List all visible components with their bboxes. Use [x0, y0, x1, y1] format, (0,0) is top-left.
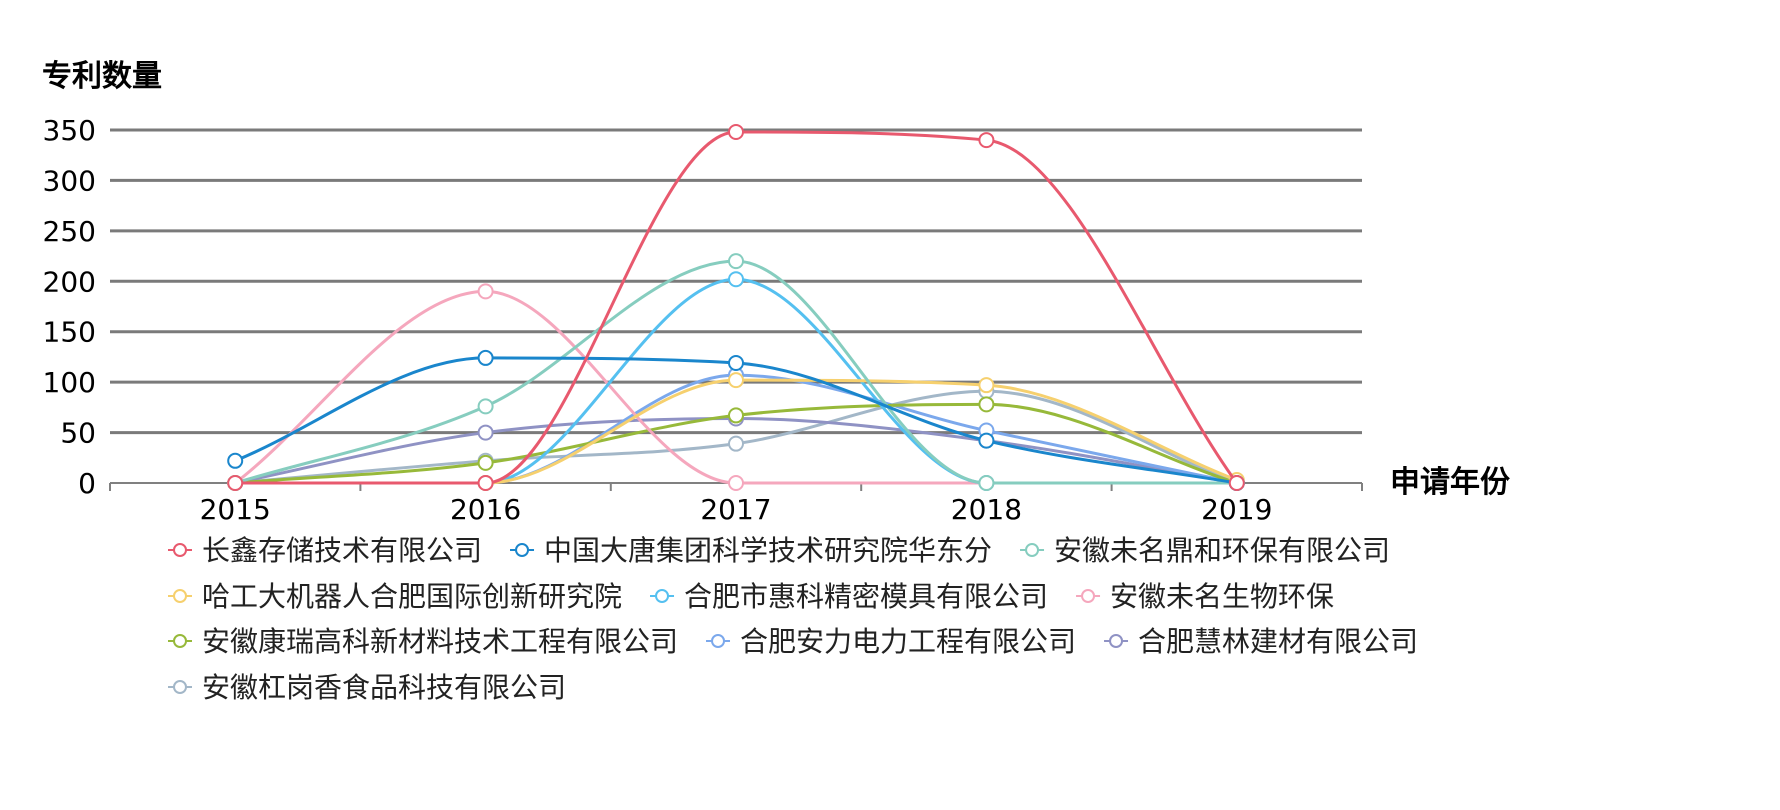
legend-marker	[1026, 544, 1038, 556]
legend-item: 安徽未名鼎和环保有限公司	[1020, 534, 1390, 567]
data-point	[729, 272, 743, 286]
data-point	[979, 397, 993, 411]
data-point	[729, 373, 743, 387]
legend-marker	[174, 544, 186, 556]
legend: 长鑫存储技术有限公司 中国大唐集团科学技术研究院华东分 安徽未名鼎和环保有限公司哈工…	[168, 534, 1418, 704]
legend-label: 安徽康瑞高科新材料技术工程有限公司	[202, 625, 678, 658]
legend-marker	[1082, 590, 1094, 602]
data-point	[228, 454, 242, 468]
legend-label: 合肥慧林建材有限公司	[1138, 625, 1418, 658]
y-tick-label: 50	[60, 417, 96, 450]
legend-label: 合肥安力电力工程有限公司	[740, 625, 1076, 658]
y-tick-label: 350	[43, 114, 96, 147]
data-point	[979, 476, 993, 490]
data-point	[479, 351, 493, 365]
legend-item: 中国大唐集团科学技术研究院华东分	[510, 534, 992, 567]
y-tick-labels: 0 50 100 150 200 250 300 350	[43, 114, 96, 500]
legend-marker	[712, 635, 724, 647]
legend-item: 哈工大机器人合肥国际创新研究院	[168, 580, 622, 613]
legend-label: 安徽未名鼎和环保有限公司	[1054, 534, 1390, 567]
data-point	[479, 426, 493, 440]
legend-marker	[174, 590, 186, 602]
legend-label: 安徽杠岗香食品科技有限公司	[202, 671, 566, 704]
legend-marker	[1110, 635, 1122, 647]
y-tick-label: 150	[43, 316, 96, 349]
data-point	[729, 408, 743, 422]
data-point	[479, 456, 493, 470]
legend-marker	[174, 681, 186, 693]
legend-item: 合肥市惠科精密模具有限公司	[650, 580, 1048, 613]
legend-item: 长鑫存储技术有限公司	[168, 534, 482, 567]
data-point	[979, 133, 993, 147]
data-point	[228, 476, 242, 490]
y-tick-label: 100	[43, 366, 96, 399]
legend-label: 哈工大机器人合肥国际创新研究院	[202, 580, 622, 613]
y-tick-label: 250	[43, 215, 96, 248]
legend-item: 合肥慧林建材有限公司	[1104, 625, 1418, 658]
legend-marker	[174, 635, 186, 647]
data-point	[479, 284, 493, 298]
x-tick-label: 2016	[450, 493, 521, 526]
x-tick-label: 2018	[951, 493, 1022, 526]
legend-label: 安徽未名生物环保	[1110, 580, 1334, 613]
y-tick-label: 0	[78, 467, 96, 500]
data-point	[479, 399, 493, 413]
legend-label: 合肥市惠科精密模具有限公司	[684, 580, 1048, 613]
data-point	[729, 437, 743, 451]
data-point	[479, 476, 493, 490]
data-point	[979, 378, 993, 392]
legend-item: 安徽未名生物环保	[1076, 580, 1334, 613]
legend-item: 安徽康瑞高科新材料技术工程有限公司	[168, 625, 678, 658]
y-tick-label: 300	[43, 164, 96, 197]
data-point	[729, 476, 743, 490]
legend-label: 中国大唐集团科学技术研究院华东分	[544, 534, 992, 567]
x-tick-label: 2019	[1201, 493, 1272, 526]
legend-marker	[656, 590, 668, 602]
data-point	[729, 125, 743, 139]
x-tick-label: 2015	[200, 493, 271, 526]
x-axis-label: 申请年份	[1390, 465, 1510, 500]
legend-item: 合肥安力电力工程有限公司	[706, 625, 1076, 658]
series-line	[235, 132, 1237, 483]
data-point	[729, 254, 743, 268]
series-line	[235, 375, 1237, 483]
y-axis-label: 专利数量	[42, 59, 162, 94]
legend-item: 安徽杠岗香食品科技有限公司	[168, 671, 566, 704]
data-point	[1230, 476, 1244, 490]
data-point	[979, 434, 993, 448]
data-point	[729, 356, 743, 370]
y-tick-label: 200	[43, 265, 96, 298]
legend-label: 长鑫存储技术有限公司	[202, 534, 482, 567]
legend-marker	[516, 544, 528, 556]
x-tick-label: 2017	[700, 493, 771, 526]
